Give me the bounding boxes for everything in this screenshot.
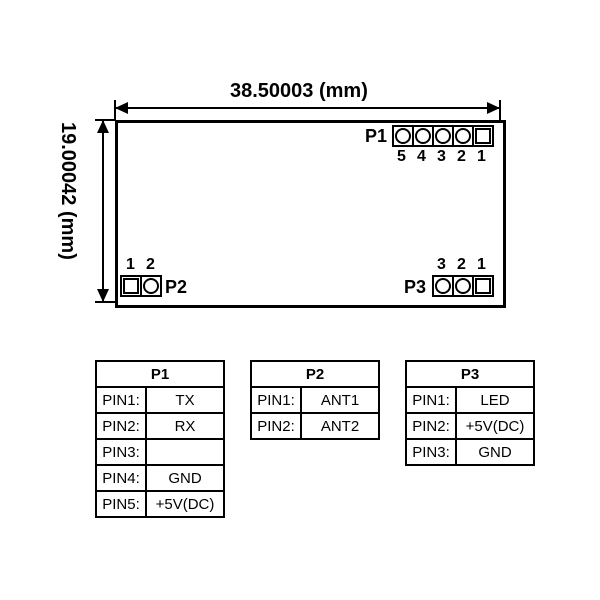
p1-pin-2: 2 [457,148,466,166]
p3-r1-pin: PIN1: [406,387,456,413]
p1-pin-4: 4 [417,148,426,166]
p3-pins [432,275,494,297]
p2-r2-pin: PIN2: [251,413,301,439]
p3-r2-pin: PIN2: [406,413,456,439]
height-dimension: 19.00042 (mm) [56,122,79,260]
p2-r1-val: ANT1 [301,387,379,413]
p1-r2-pin: PIN2: [96,413,146,439]
p3-r3-pin: PIN3: [406,439,456,465]
p1-r4-pin: PIN4: [96,465,146,491]
p1-table: P1 PIN1:TX PIN2:RX PIN3: PIN4:GND PIN5:+… [95,360,225,518]
p1-r3-pin: PIN3: [96,439,146,465]
p3-table: P3 PIN1:LED PIN2:+5V(DC) PIN3:GND [405,360,535,466]
p3-r2-val: +5V(DC) [456,413,534,439]
p2-r1-pin: PIN1: [251,387,301,413]
p2-pins [120,275,162,297]
width-dimension: 38.50003 (mm) [230,80,368,103]
p3-pin-2: 2 [457,256,466,274]
p2-pin-1: 1 [126,256,135,274]
p3-r3-val: GND [456,439,534,465]
p3-r1-val: LED [456,387,534,413]
p1-table-title: P1 [96,361,224,387]
p1-pin-5: 5 [397,148,406,166]
p2-table-title: P2 [251,361,379,387]
p1-r1-val: TX [146,387,224,413]
p2-table: P2 PIN1:ANT1 PIN2:ANT2 [250,360,380,440]
p3-pin-3: 3 [437,256,446,274]
p2-pin-2: 2 [146,256,155,274]
p1-pin-1: 1 [477,148,486,166]
p1-r3-val [146,439,224,465]
p3-label: P3 [404,277,426,298]
diagram-canvas: 38.50003 (mm) 19.00042 (mm) P1 5 4 3 2 1… [0,0,600,600]
p1-pins [392,125,494,147]
p1-r2-val: RX [146,413,224,439]
p1-pin-3: 3 [437,148,446,166]
p2-r2-val: ANT2 [301,413,379,439]
p1-r5-val: +5V(DC) [146,491,224,517]
p2-label: P2 [165,277,187,298]
p3-pin-1: 1 [477,256,486,274]
p1-r4-val: GND [146,465,224,491]
p1-label: P1 [365,126,387,147]
p1-r1-pin: PIN1: [96,387,146,413]
p3-table-title: P3 [406,361,534,387]
p1-r5-pin: PIN5: [96,491,146,517]
